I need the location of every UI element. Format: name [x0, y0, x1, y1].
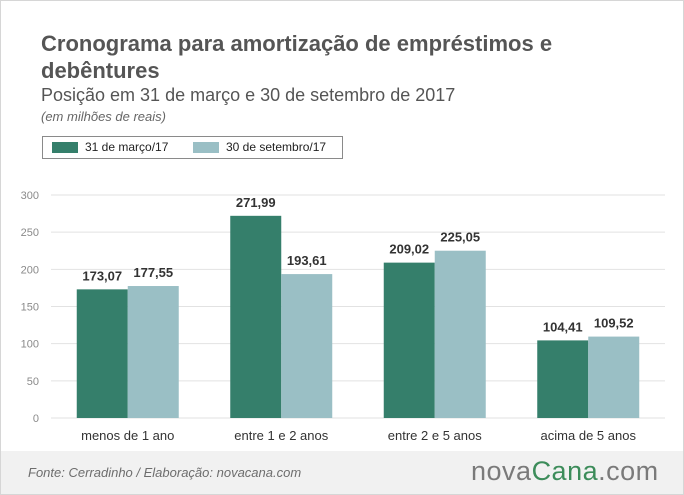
- bar-series-2: [588, 336, 640, 418]
- chart-title: Cronograma para amortização de empréstim…: [41, 31, 553, 83]
- x-category-label: acima de 5 anos: [541, 428, 637, 443]
- y-tick-label: 100: [21, 339, 39, 351]
- bar-series-1: [76, 289, 128, 418]
- y-tick-label: 150: [21, 302, 39, 314]
- bar-chart: 0 50 100 150 200 250 300 173,07 177,55 menos de 1…: [21, 190, 665, 443]
- x-category-label: menos de 1 ano: [81, 428, 174, 443]
- y-tick-label: 200: [21, 264, 39, 276]
- data-label-series-2: 193,61: [287, 253, 327, 268]
- bar-series-1: [383, 262, 435, 418]
- logo-text-com: .com: [598, 456, 659, 486]
- x-category-label: entre 2 e 5 anos: [388, 428, 482, 443]
- legend-label-series-2: 30 de setembro/17: [226, 140, 327, 154]
- legend-swatch-series-2: [193, 142, 219, 153]
- data-label-series-1: 209,02: [389, 242, 429, 257]
- bar-series-2: [281, 274, 333, 418]
- units-note: (em milhões de reais): [41, 109, 166, 124]
- source-note: Fonte: Cerradinho / Elaboração: novacana…: [28, 465, 302, 480]
- data-label-series-2: 225,05: [440, 230, 480, 245]
- legend-label-series-1: 31 de março/17: [85, 140, 169, 154]
- footer-bar: Fonte: Cerradinho / Elaboração: novacana…: [1, 451, 683, 494]
- y-tick-label: 0: [33, 413, 39, 425]
- chart-legend: 31 de março/17 30 de setembro/17: [42, 136, 343, 159]
- data-label-series-2: 109,52: [594, 316, 634, 331]
- data-label-series-2: 177,55: [133, 265, 173, 280]
- data-label-series-1: 271,99: [236, 195, 276, 210]
- legend-swatch-series-1: [52, 142, 78, 153]
- logo-text-cana: Cana: [531, 456, 599, 486]
- novacana-logo: novaCana.com: [471, 456, 659, 487]
- y-tick-label: 50: [27, 376, 39, 388]
- logo-text-nova: nova: [471, 456, 532, 486]
- chart-subtitle: Posição em 31 de março e 30 de setembro …: [41, 85, 456, 105]
- y-tick-label: 250: [21, 227, 39, 239]
- bar-series-1: [230, 215, 282, 418]
- bar-series-2: [434, 250, 486, 418]
- y-tick-label: 300: [21, 190, 39, 202]
- data-label-series-1: 104,41: [543, 319, 583, 334]
- data-label-series-1: 173,07: [82, 268, 122, 283]
- x-category-label: entre 1 e 2 anos: [234, 428, 328, 443]
- bar-series-2: [127, 286, 179, 418]
- bar-series-1: [537, 340, 589, 418]
